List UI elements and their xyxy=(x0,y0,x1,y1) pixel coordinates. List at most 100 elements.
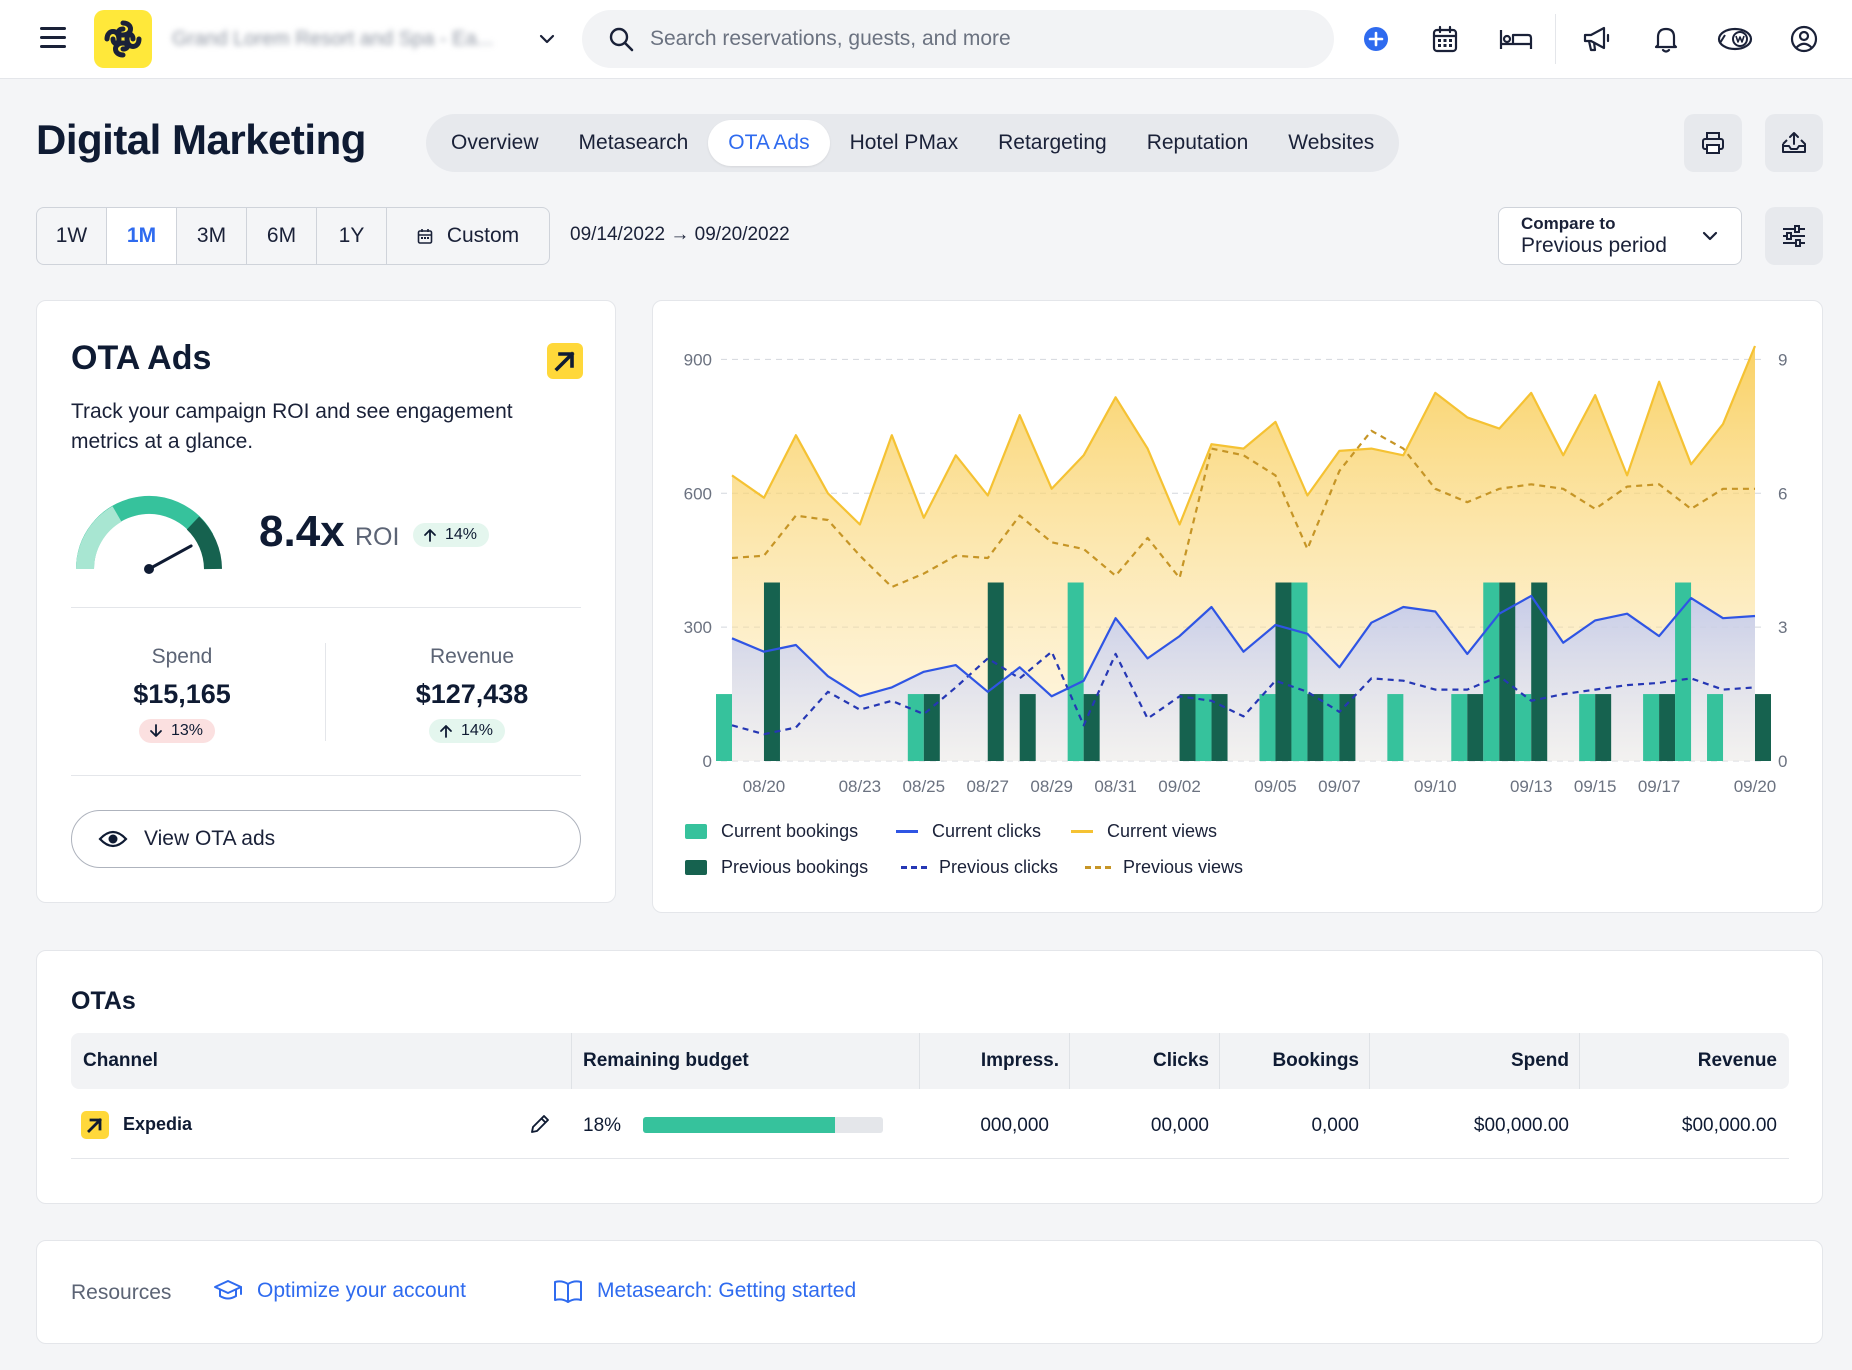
previous-bookings-bar xyxy=(1307,694,1324,761)
view-ota-ads-button[interactable]: View OTA ads xyxy=(71,810,581,868)
arrow-up-icon xyxy=(440,725,452,738)
resources-label: Resources xyxy=(71,1281,172,1304)
previous-bookings-bar xyxy=(1467,694,1484,761)
chevron-down-icon xyxy=(1702,231,1718,241)
period-selector: 1W 1M 3M 6M 1Y Custom xyxy=(36,207,550,265)
col-revenue[interactable]: Revenue xyxy=(1697,1050,1777,1071)
tab-retargeting[interactable]: Retargeting xyxy=(998,131,1107,154)
period-1y[interactable]: 1Y xyxy=(317,208,387,264)
metasearch-getting-started-link[interactable]: Metasearch: Getting started xyxy=(553,1279,856,1303)
previous-bookings-bar xyxy=(1531,582,1548,761)
filter-settings-button[interactable] xyxy=(1765,207,1823,265)
hotel-selector[interactable]: Grand Lorem Resort and Spa - Ea... xyxy=(172,22,558,56)
current-bookings-bar xyxy=(716,694,732,761)
col-remaining-budget[interactable]: Remaining budget xyxy=(583,1050,749,1071)
tab-hotel-pmax[interactable]: Hotel PMax xyxy=(849,131,959,154)
menu-icon[interactable] xyxy=(40,27,66,49)
brand-logo[interactable] xyxy=(94,10,152,68)
roi-value: 8.4x xyxy=(259,507,345,556)
previous-bookings-bar xyxy=(763,582,780,761)
x-tick-label: 09/02 xyxy=(1158,777,1201,796)
revenue-label: Revenue xyxy=(429,645,515,668)
tab-ota-ads[interactable]: OTA Ads xyxy=(708,120,830,166)
previous-bookings-bar xyxy=(1755,694,1771,761)
otas-title: OTAs xyxy=(71,987,136,1015)
divider xyxy=(1555,14,1556,64)
y-left-tick-label: 600 xyxy=(684,484,712,503)
top-bar: Grand Lorem Resort and Spa - Ea... xyxy=(0,0,1852,79)
period-custom[interactable]: Custom xyxy=(387,208,549,264)
previous-bookings-bar xyxy=(1211,694,1228,761)
tab-websites[interactable]: Websites xyxy=(1288,131,1375,154)
sliders-icon xyxy=(1783,225,1805,247)
y-left-tick-label: 0 xyxy=(703,752,712,771)
table-header: Channel Remaining budget Impress. Clicks… xyxy=(71,1033,1789,1089)
x-tick-label: 08/31 xyxy=(1094,777,1137,796)
card-title: OTA Ads xyxy=(71,339,212,377)
hotel-name: Grand Lorem Resort and Spa - Ea... xyxy=(172,27,494,50)
partner-icon[interactable] xyxy=(1716,20,1754,58)
col-impressions[interactable]: Impress. xyxy=(980,1050,1059,1071)
current-clicks-line xyxy=(731,594,1756,698)
previous-bookings-bar xyxy=(1499,582,1516,761)
performance-chart: 0 300 600 900 0 3 6 9 08/20 08/23 08/25 08/27 08/29 0… xyxy=(684,345,1787,796)
book-icon xyxy=(554,1280,582,1303)
resources-card: Resources Optimize your account Metasear… xyxy=(36,1240,1823,1344)
period-1m[interactable]: 1M xyxy=(107,208,177,264)
card-description: Track your campaign ROI and see engageme… xyxy=(71,400,513,453)
legend-previous-bookings: Previous bookings xyxy=(685,857,868,878)
custom-label: Custom xyxy=(446,224,520,247)
megaphone-icon[interactable] xyxy=(1578,20,1616,58)
export-button[interactable] xyxy=(1765,114,1823,172)
compare-dropdown[interactable]: Compare to Previous period xyxy=(1498,207,1742,265)
upload-icon xyxy=(1782,132,1806,153)
current-bookings-bar xyxy=(1067,582,1084,761)
tab-metasearch[interactable]: Metasearch xyxy=(578,131,689,154)
spend-label: Spend xyxy=(151,645,213,668)
divider xyxy=(71,775,581,776)
add-icon[interactable] xyxy=(1357,20,1395,58)
period-3m[interactable]: 3M xyxy=(177,208,247,264)
tab-overview[interactable]: Overview xyxy=(451,131,539,154)
user-icon[interactable] xyxy=(1785,20,1823,58)
col-channel[interactable]: Channel xyxy=(83,1050,158,1071)
date-range: 09/14/2022 → 09/20/2022 xyxy=(570,224,790,245)
expedia-logo xyxy=(547,343,583,379)
tab-bar: Overview Metasearch OTA Ads Hotel PMax R… xyxy=(426,114,1400,172)
calendar-icon[interactable] xyxy=(1426,20,1464,58)
y-left-tick-label: 300 xyxy=(684,618,712,637)
previous-bookings-bar xyxy=(1179,694,1196,761)
pencil-icon[interactable] xyxy=(529,1113,551,1135)
print-button[interactable] xyxy=(1684,114,1742,172)
search-input[interactable] xyxy=(650,27,1270,51)
bookings-value: 0,000 xyxy=(1311,1115,1359,1136)
bed-icon[interactable] xyxy=(1497,20,1535,58)
channel-name[interactable]: Expedia xyxy=(123,1114,193,1134)
previous-bookings-bar xyxy=(1339,694,1356,761)
calendar-icon xyxy=(417,229,433,244)
legend-previous-clicks: Previous clicks xyxy=(901,857,1058,878)
legend-previous-views: Previous views xyxy=(1085,857,1243,878)
bell-icon[interactable] xyxy=(1647,20,1685,58)
clicks-value: 00,000 xyxy=(1150,1115,1209,1136)
budget-progress-bar xyxy=(643,1117,883,1133)
previous-bookings-bar xyxy=(987,582,1004,761)
compare-value: Previous period xyxy=(1521,234,1667,257)
optimize-account-link[interactable]: Optimize your account xyxy=(213,1279,466,1303)
budget-percent: 18% xyxy=(583,1115,622,1136)
legend-current-clicks: Current clicks xyxy=(896,821,1041,842)
period-1w[interactable]: 1W xyxy=(37,208,107,264)
col-bookings[interactable]: Bookings xyxy=(1272,1050,1359,1071)
period-6m[interactable]: 6M xyxy=(247,208,317,264)
ota-summary-card: OTA Ads Track your campaign ROI and see … xyxy=(36,300,616,903)
legend-current-views: Current views xyxy=(1071,821,1217,842)
col-clicks[interactable]: Clicks xyxy=(1153,1050,1209,1071)
search-bar[interactable] xyxy=(582,10,1334,68)
tab-reputation[interactable]: Reputation xyxy=(1146,131,1249,154)
previous-bookings-bar xyxy=(1019,694,1036,761)
col-spend[interactable]: Spend xyxy=(1510,1050,1569,1071)
x-tick-label: 08/20 xyxy=(743,777,786,796)
printer-icon xyxy=(1702,132,1724,154)
x-tick-label: 09/17 xyxy=(1638,777,1681,796)
x-tick-label: 08/23 xyxy=(839,777,882,796)
